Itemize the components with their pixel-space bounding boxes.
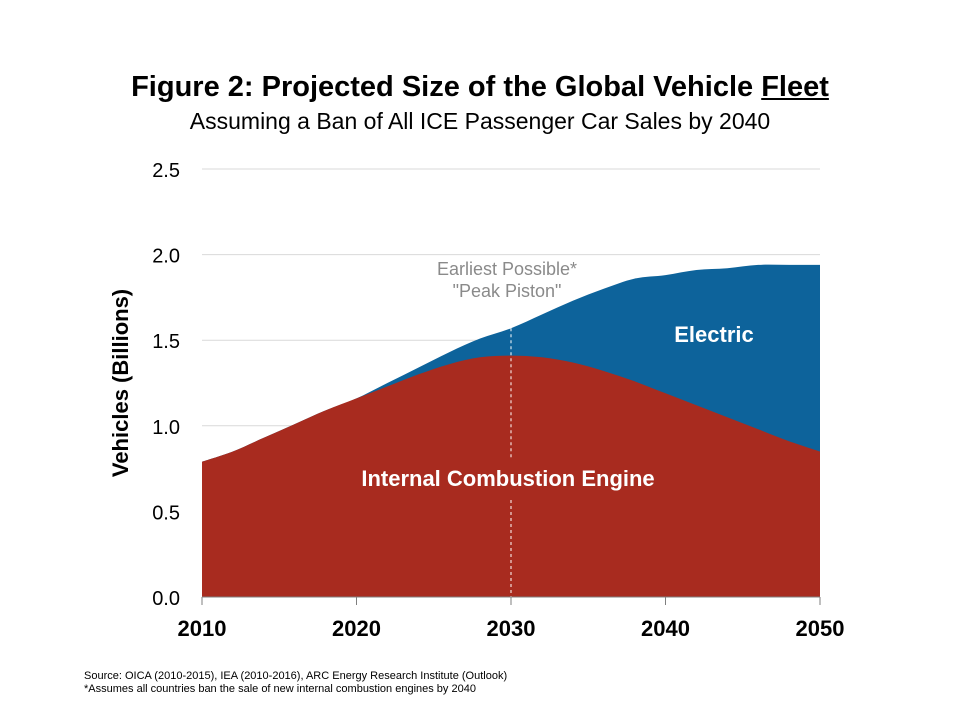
y-tick-label: 0.0	[152, 588, 180, 610]
chart-title-main: Figure 2: Projected Size of the Global V…	[131, 71, 762, 103]
x-axis: 2010 2020 2030 2040 2050	[178, 596, 845, 641]
x-tick-label: 2030	[487, 616, 536, 641]
chart-title: Figure 2: Projected Size of the Global V…	[0, 70, 960, 104]
x-tick-label: 2040	[641, 616, 690, 641]
y-axis-title: Vehicles (Billions)	[108, 289, 133, 477]
series-labels: Electric Internal Combustion Engine	[361, 322, 753, 491]
y-tick-label: 2.0	[152, 246, 180, 268]
y-tick-label: 1.0	[152, 417, 180, 439]
x-tick-label: 2020	[332, 616, 381, 641]
peak-annotation: Earliest Possible*	[437, 259, 577, 279]
series-label-electric: Electric	[674, 322, 754, 347]
footnote-line: *Assumes all countries ban the sale of n…	[84, 683, 476, 695]
y-axis: 0.0 0.5 1.0 1.5 2.0 2.5 Vehicles (Billions)	[108, 160, 180, 610]
series-area-ice	[202, 355, 820, 597]
y-tick-label: 2.5	[152, 160, 180, 182]
peak-annotation: "Peak Piston"	[453, 281, 562, 301]
source-line: Source: OICA (2010-2015), IEA (2010-2016…	[84, 670, 508, 682]
y-tick-label: 0.5	[152, 502, 180, 524]
series-label-ice: Internal Combustion Engine	[361, 466, 654, 491]
chart-title-underlined: Fleet	[761, 71, 829, 103]
peak-marker: Earliest Possible*"Peak Piston"	[437, 259, 577, 597]
chart-subtitle: Assuming a Ban of All ICE Passenger Car …	[189, 108, 771, 134]
x-tick-label: 2050	[796, 616, 845, 641]
source-note: Source: OICA (2010-2015), IEA (2010-2016…	[84, 670, 507, 696]
y-tick-label: 1.5	[152, 331, 180, 353]
x-tick-label: 2010	[178, 616, 227, 641]
